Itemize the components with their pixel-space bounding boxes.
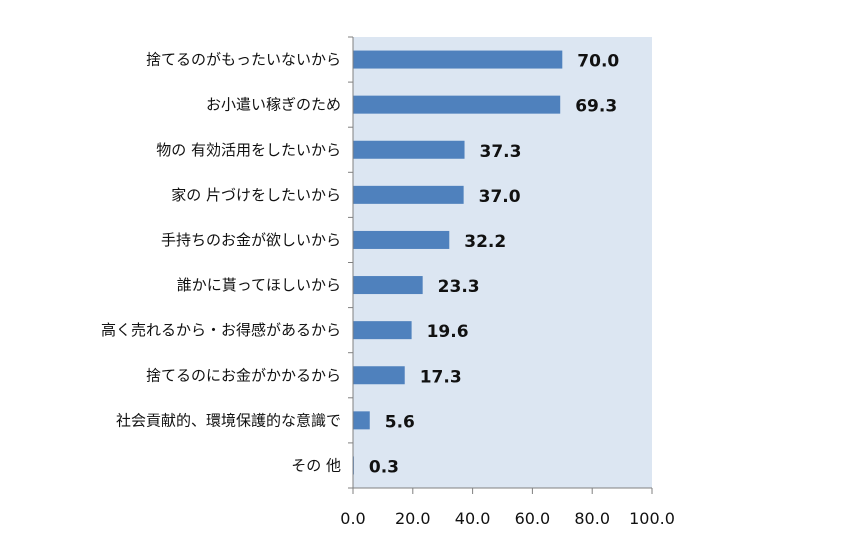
x-tick-label-1: 20.0 <box>395 509 431 528</box>
value-label-9: 5.6 <box>385 412 415 432</box>
category-label-9: 社会貢献的、環境保護的な意識で <box>116 411 341 429</box>
value-label-6: 23.3 <box>438 277 480 297</box>
value-label-5: 32.2 <box>464 232 506 252</box>
category-label-8: 捨てるのにお金がかかるから <box>146 366 341 384</box>
value-label-3: 37.3 <box>480 142 522 162</box>
value-label-7: 19.6 <box>427 322 469 342</box>
bar-4 <box>353 185 464 204</box>
bar-8 <box>353 366 405 385</box>
value-label-2: 69.3 <box>575 97 617 117</box>
bar-1 <box>353 50 563 69</box>
x-tick-label-4: 80.0 <box>574 509 610 528</box>
y-axis-ticks <box>348 36 353 489</box>
value-label-4: 37.0 <box>479 187 521 207</box>
category-label-1: 捨てるのがもったいないから <box>146 51 341 69</box>
category-label-3: 物の 有効活用をしたいから <box>156 141 341 159</box>
x-tick-label-3: 60.0 <box>515 509 551 528</box>
bar-5 <box>353 230 450 249</box>
category-label-5: 手持ちのお金が欲しいから <box>161 231 341 249</box>
bar-7 <box>353 321 412 340</box>
value-label-10: 0.3 <box>369 457 399 477</box>
x-axis-ticks: 0.0 20.0 40.0 60.0 80.0 100.0 <box>340 488 675 528</box>
bar-6 <box>353 276 423 295</box>
bar-9 <box>353 411 370 430</box>
category-label-7: 高く売れるから・お得感があるから <box>101 321 341 339</box>
value-label-1: 70.0 <box>577 52 619 72</box>
x-tick-label-5: 100.0 <box>629 509 675 528</box>
category-label-2: お小遣い稼ぎのため <box>206 96 341 114</box>
bar-2 <box>353 95 561 114</box>
category-label-10: その 他 <box>291 456 341 474</box>
x-tick-label-2: 40.0 <box>455 509 491 528</box>
category-label-6: 誰かに貰ってほしいから <box>177 276 341 294</box>
value-labels: 70.0 69.3 37.3 37.0 32.2 23.3 19.6 17.3 5.6 0.3 <box>369 52 620 478</box>
value-label-8: 17.3 <box>420 367 462 387</box>
bar-3 <box>353 140 465 159</box>
bars-group <box>353 50 563 475</box>
x-tick-label-0: 0.0 <box>340 509 365 528</box>
category-label-4: 家の 片づけをしたいから <box>171 186 341 204</box>
